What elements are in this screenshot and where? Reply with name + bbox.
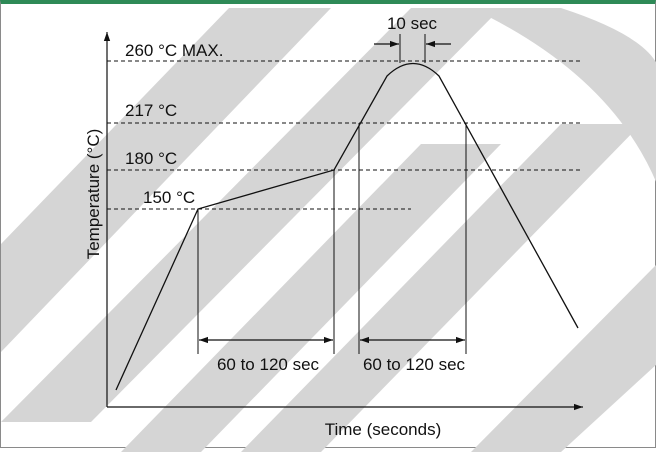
label-217: 217 °C: [125, 101, 177, 120]
label-150: 150 °C: [143, 188, 195, 207]
watermark-stripe: [471, 265, 656, 452]
watermark-stripe: [1, 8, 501, 422]
reflow-profile-diagram: 260 °C MAX. 217 °C 180 °C 150 °C 10 sec …: [1, 8, 656, 452]
liquidus-duration-label: 60 to 120 sec: [363, 355, 466, 374]
label-260: 260 °C MAX.: [125, 41, 223, 60]
temperature-guides: [107, 60, 581, 210]
watermark-stripe: [121, 144, 501, 452]
preheat-duration-label: 60 to 120 sec: [217, 355, 320, 374]
timing-markers: [197, 34, 467, 354]
y-axis-label: Temperature (°C): [84, 129, 103, 260]
x-axis-label: Time (seconds): [325, 420, 442, 439]
watermark-arc: [471, 8, 656, 182]
watermark-stripe: [241, 124, 641, 452]
watermark-stripe: [1, 8, 331, 352]
reflow-profile-curve: [115, 63, 579, 391]
duration-arrows: [199, 40, 465, 344]
watermark: [1, 8, 656, 452]
peak-duration-label: 10 sec: [387, 14, 438, 33]
label-180: 180 °C: [125, 149, 177, 168]
axes: [103, 32, 583, 411]
